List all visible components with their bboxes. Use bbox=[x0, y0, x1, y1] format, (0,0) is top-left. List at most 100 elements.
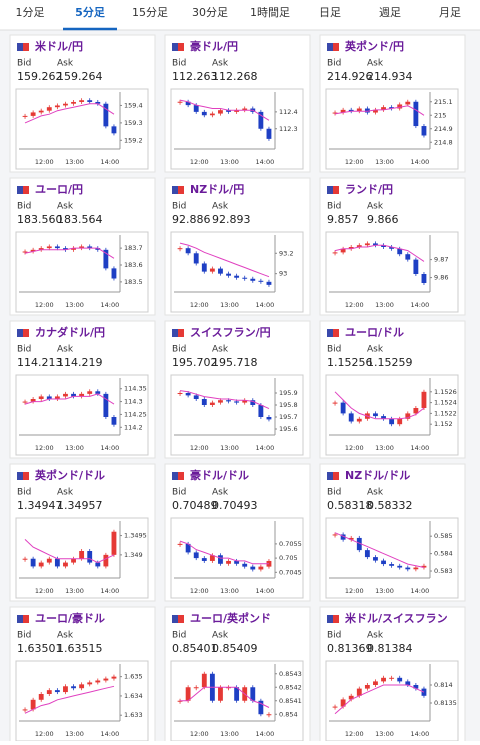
candle bbox=[79, 393, 85, 397]
pair-title[interactable]: スイスフラン/円 bbox=[190, 326, 271, 339]
ask-value: 112.268 bbox=[212, 70, 258, 83]
pair-title[interactable]: 豪ドル/ドル bbox=[190, 468, 249, 482]
pair-title[interactable]: NZドル/ドル bbox=[345, 469, 410, 482]
y-tick-label: 0.705 bbox=[279, 554, 298, 562]
pair-title[interactable]: カナダドル/円 bbox=[35, 325, 105, 339]
y-tick-label: 214.8 bbox=[434, 138, 453, 146]
candle bbox=[103, 103, 109, 127]
x-tick-label: 13:00 bbox=[220, 444, 239, 452]
pair-title[interactable]: ランド/円 bbox=[345, 183, 393, 196]
pair-title[interactable]: ユーロ/円 bbox=[35, 183, 83, 196]
candle bbox=[234, 401, 240, 403]
bid-label: Bid bbox=[327, 59, 341, 69]
tab[interactable]: 日足 bbox=[319, 6, 341, 19]
candle bbox=[71, 101, 76, 104]
ask-label: Ask bbox=[57, 488, 74, 498]
candle bbox=[30, 558, 36, 567]
y-tick-label: 183.6 bbox=[124, 261, 143, 269]
tab[interactable]: 月足 bbox=[439, 6, 461, 19]
ask-value: 9.866 bbox=[367, 213, 399, 226]
chart-frame bbox=[325, 517, 459, 599]
candle bbox=[193, 687, 199, 689]
tab[interactable]: 週足 bbox=[379, 6, 401, 19]
y-tick-label: 0.7055 bbox=[279, 540, 302, 548]
pair-title[interactable]: 豪ドル/円 bbox=[190, 39, 238, 53]
candle bbox=[209, 402, 215, 405]
candle bbox=[22, 709, 28, 711]
pair-title[interactable]: NZドル/円 bbox=[190, 183, 244, 196]
candle bbox=[340, 699, 346, 707]
bid-value: 159.262 bbox=[17, 70, 63, 83]
bid-label: Bid bbox=[327, 488, 341, 498]
candle bbox=[373, 681, 378, 685]
candle bbox=[348, 537, 354, 540]
y-tick-label: 215 bbox=[434, 111, 446, 119]
candle bbox=[340, 248, 346, 253]
y-tick-label: 0.8543 bbox=[279, 670, 302, 678]
candle bbox=[381, 245, 386, 247]
y-tick-label: 9.87 bbox=[434, 256, 448, 264]
chart-frame bbox=[170, 374, 304, 456]
candle bbox=[218, 268, 223, 274]
flag-part bbox=[333, 43, 339, 51]
candle bbox=[46, 558, 52, 563]
ask-label: Ask bbox=[57, 202, 74, 212]
candle bbox=[22, 558, 28, 560]
x-tick-label: 12:00 bbox=[35, 587, 54, 595]
candle bbox=[397, 677, 403, 682]
pair-title[interactable]: 米ドル/スイスフラン bbox=[344, 611, 448, 625]
tab-bar bbox=[0, 0, 480, 30]
tab[interactable]: 1分足 bbox=[16, 6, 45, 19]
flag-part bbox=[178, 186, 184, 194]
x-tick-label: 12:00 bbox=[190, 730, 209, 738]
ask-value: 1.15259 bbox=[367, 356, 413, 369]
ask-label: Ask bbox=[367, 59, 384, 69]
tab[interactable]: 30分足 bbox=[192, 6, 228, 19]
x-tick-label: 14:00 bbox=[256, 301, 275, 309]
candle bbox=[389, 677, 395, 679]
candle bbox=[87, 682, 93, 685]
y-tick-label: 214.9 bbox=[434, 125, 453, 133]
candle bbox=[111, 417, 117, 425]
tab[interactable]: 15分足 bbox=[132, 6, 168, 19]
x-tick-label: 13:00 bbox=[375, 301, 394, 309]
pair-title[interactable]: ユーロ/豪ドル bbox=[35, 611, 105, 625]
candle bbox=[193, 395, 199, 399]
x-tick-label: 14:00 bbox=[411, 158, 430, 166]
x-tick-label: 14:00 bbox=[256, 444, 275, 452]
candle bbox=[54, 105, 60, 108]
ask-value: 0.70493 bbox=[212, 499, 258, 512]
candle bbox=[22, 401, 28, 403]
pair-title[interactable]: ユーロ/ドル bbox=[345, 326, 404, 339]
candle bbox=[87, 391, 93, 394]
candle bbox=[250, 566, 256, 570]
candle bbox=[397, 104, 403, 109]
candle bbox=[348, 247, 354, 249]
x-tick-label: 14:00 bbox=[411, 301, 430, 309]
tab[interactable]: 1時間足 bbox=[250, 6, 290, 19]
chart-frame bbox=[325, 231, 459, 313]
moving-average bbox=[179, 242, 270, 278]
x-tick-label: 12:00 bbox=[35, 444, 54, 452]
bid-value: 92.886 bbox=[172, 213, 211, 226]
pair-title[interactable]: 英ポンド/円 bbox=[344, 39, 404, 53]
candle bbox=[63, 103, 68, 106]
y-tick-label: 1.634 bbox=[124, 692, 143, 700]
pair-title[interactable]: ユーロ/英ポンド bbox=[190, 611, 271, 625]
pair-title[interactable]: 英ポンド/ドル bbox=[34, 468, 105, 482]
bid-value: 0.81369 bbox=[327, 642, 373, 655]
moving-average bbox=[334, 532, 425, 568]
tab[interactable]: 5分足 bbox=[75, 5, 106, 19]
ask-value: 92.893 bbox=[212, 213, 251, 226]
candle bbox=[87, 246, 93, 249]
bid-value: 114.213 bbox=[17, 356, 63, 369]
flag-part bbox=[333, 329, 339, 337]
candle bbox=[103, 554, 109, 567]
candle bbox=[185, 101, 191, 106]
y-tick-label: 0.814 bbox=[434, 681, 453, 689]
bid-value: 0.58318 bbox=[327, 499, 373, 512]
y-tick-label: 0.7045 bbox=[279, 568, 302, 576]
pair-title[interactable]: 米ドル/円 bbox=[34, 39, 83, 53]
candle bbox=[111, 268, 117, 279]
candle bbox=[226, 560, 231, 564]
